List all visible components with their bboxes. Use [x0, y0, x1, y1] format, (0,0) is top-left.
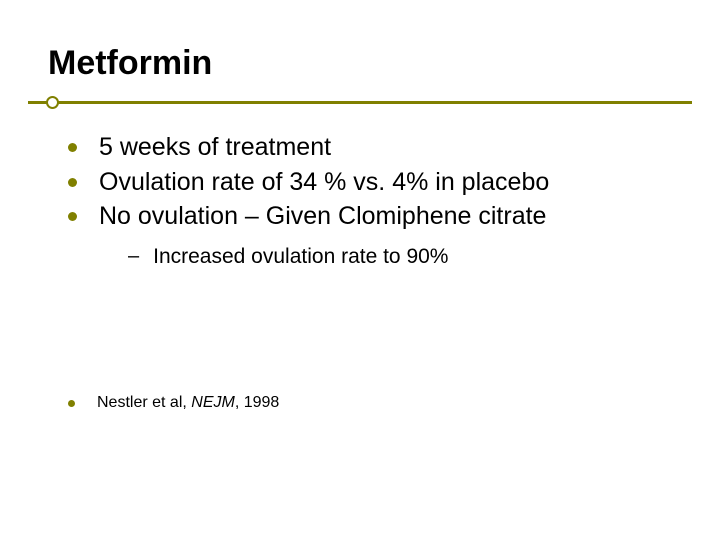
underline-dot-icon [46, 96, 59, 109]
body-content: 5 weeks of treatment Ovulation rate of 3… [68, 132, 680, 274]
bullet-icon [68, 212, 77, 221]
citation-rest: , 1998 [235, 394, 279, 411]
bullet-icon [68, 400, 75, 407]
slide-title: Metformin [48, 44, 672, 83]
bullet-icon [68, 143, 77, 152]
citation-journal: NEJM [191, 394, 235, 411]
bullet-text: Ovulation rate of 34 % vs. 4% in placebo [99, 167, 549, 198]
underline-bar [28, 101, 692, 104]
bullet-text: No ovulation – Given Clomiphene citrate [99, 201, 546, 232]
dash-icon: – [128, 244, 139, 269]
sub-bullet-text: Increased ovulation rate to 90% [153, 244, 448, 270]
list-item: No ovulation – Given Clomiphene citrate [68, 201, 680, 232]
citation-author: Nestler et al, [97, 394, 191, 411]
list-item: 5 weeks of treatment [68, 132, 680, 163]
bullet-text: 5 weeks of treatment [99, 132, 331, 163]
slide: Metformin 5 weeks of treatment Ovulation… [0, 0, 720, 540]
title-area: Metformin [48, 44, 672, 91]
citation-text: Nestler et al, NEJM, 1998 [97, 394, 279, 412]
citation: Nestler et al, NEJM, 1998 [68, 394, 680, 412]
bullet-icon [68, 178, 77, 187]
title-underline [28, 96, 692, 110]
sub-list-item: – Increased ovulation rate to 90% [128, 244, 680, 270]
list-item: Ovulation rate of 34 % vs. 4% in placebo [68, 167, 680, 198]
